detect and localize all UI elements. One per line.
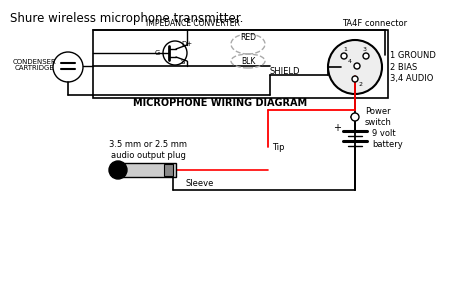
- Circle shape: [363, 53, 369, 59]
- Bar: [93, 30, 388, 98]
- Text: +: +: [333, 123, 341, 133]
- Text: TA4F connector: TA4F connector: [342, 19, 408, 27]
- Text: Shure wireless microphone transmitter.: Shure wireless microphone transmitter.: [10, 12, 243, 25]
- Text: G: G: [155, 50, 160, 56]
- Text: 1 GROUND: 1 GROUND: [390, 50, 436, 60]
- Text: 3: 3: [363, 47, 367, 52]
- Bar: [118, 163, 176, 177]
- Text: BLK: BLK: [241, 57, 255, 65]
- Text: SHIELD: SHIELD: [270, 66, 300, 76]
- Text: 1: 1: [343, 47, 347, 52]
- Text: 2 BIAS: 2 BIAS: [390, 63, 417, 71]
- Text: 9 volt
battery: 9 volt battery: [372, 129, 403, 149]
- Circle shape: [341, 53, 347, 59]
- Text: 4: 4: [348, 59, 352, 64]
- Text: 3,4 AUDIO: 3,4 AUDIO: [390, 75, 433, 83]
- Text: Power
switch: Power switch: [365, 107, 392, 127]
- Circle shape: [352, 76, 358, 82]
- Circle shape: [328, 40, 382, 94]
- Text: 2: 2: [359, 82, 363, 87]
- Text: CONDENSER
CARTRIDGE: CONDENSER CARTRIDGE: [13, 58, 57, 71]
- Circle shape: [354, 63, 360, 69]
- Bar: [164, 164, 173, 176]
- Text: MICROPHONE WIRING DIAGRAM: MICROPHONE WIRING DIAGRAM: [133, 98, 307, 108]
- Circle shape: [351, 113, 359, 121]
- Text: D+: D+: [181, 41, 192, 47]
- Text: IMPEDANCE CONVERTER: IMPEDANCE CONVERTER: [146, 19, 240, 27]
- Text: 3.5 mm or 2.5 mm
audio output plug: 3.5 mm or 2.5 mm audio output plug: [109, 140, 187, 160]
- Text: S: S: [181, 59, 185, 65]
- Text: Sleeve: Sleeve: [186, 179, 214, 189]
- Circle shape: [109, 161, 127, 179]
- Text: Tip: Tip: [272, 142, 284, 152]
- Text: RED: RED: [240, 32, 256, 42]
